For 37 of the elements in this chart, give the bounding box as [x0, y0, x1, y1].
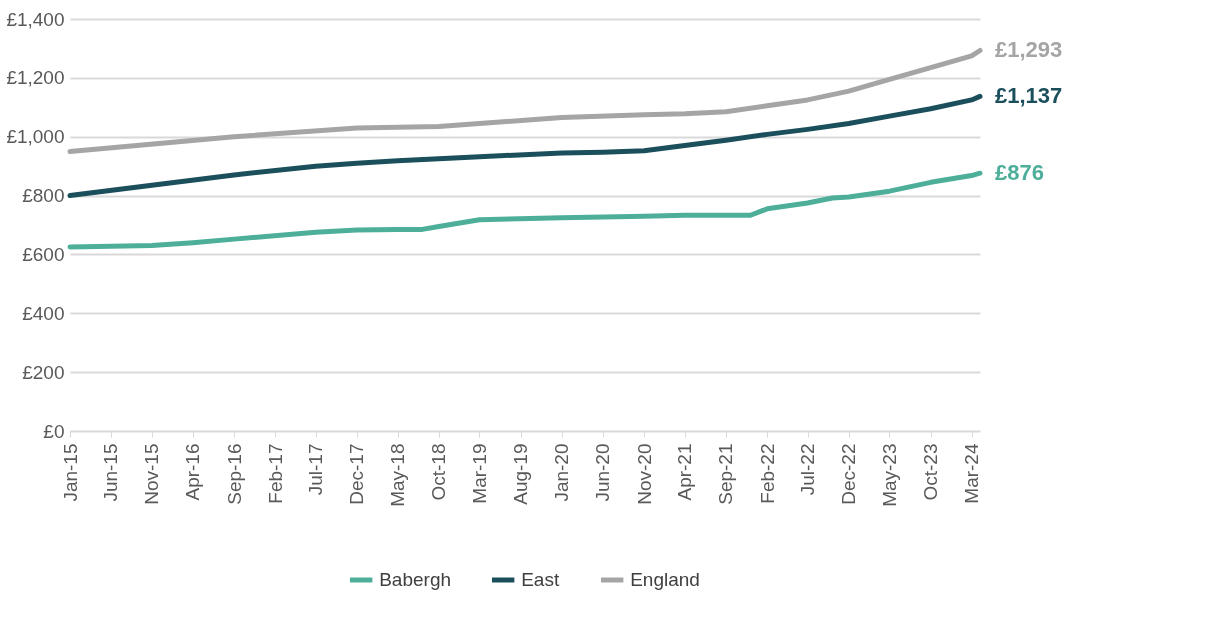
x-tick-label: Mar-24: [961, 443, 983, 504]
legend-label: Babergh: [379, 569, 452, 590]
data-label: £1,293: [995, 37, 1063, 63]
y-tick-label: £0: [43, 420, 65, 442]
x-tick-label: Feb-17: [264, 443, 286, 504]
x-tick-label: Feb-22: [756, 443, 778, 504]
x-tick-label: Dec-22: [838, 443, 860, 505]
x-tick-label: Jan-15: [59, 443, 81, 502]
data-label: £1,137: [995, 83, 1063, 109]
x-tick-label: Jan-20: [551, 443, 573, 502]
data-label: £876: [995, 160, 1044, 186]
y-tick-label: £400: [22, 302, 65, 324]
x-tick-label: Jul-17: [305, 443, 327, 496]
x-tick-label: Nov-15: [141, 443, 163, 505]
y-tick-label: £800: [22, 185, 65, 207]
x-tick-label: Apr-16: [182, 443, 204, 501]
y-tick-label: £600: [22, 243, 65, 265]
x-tick-label: Dec-17: [346, 443, 368, 505]
y-tick-label: £200: [22, 361, 65, 383]
y-tick-label: £1,400: [6, 8, 65, 30]
x-tick-label: Oct-23: [920, 443, 942, 501]
x-tick-label: May-18: [387, 443, 409, 507]
x-tick-label: Apr-21: [674, 443, 696, 501]
x-tick-label: Nov-20: [633, 443, 655, 505]
x-tick-label: Sep-16: [223, 443, 245, 505]
x-tick-label: Aug-19: [510, 443, 532, 505]
legend-label: England: [630, 569, 700, 590]
x-tick-label: Sep-21: [715, 443, 737, 505]
x-tick-label: Jun-15: [100, 443, 122, 502]
x-tick-label: Jun-20: [592, 443, 614, 502]
y-tick-label: £1,000: [6, 126, 65, 148]
legend-label: East: [521, 569, 560, 590]
x-tick-label: Oct-18: [428, 443, 450, 501]
x-tick-label: Jul-22: [797, 443, 819, 496]
y-tick-label: £1,200: [6, 67, 65, 89]
x-tick-label: May-23: [878, 443, 900, 507]
x-tick-label: Mar-19: [468, 443, 490, 504]
